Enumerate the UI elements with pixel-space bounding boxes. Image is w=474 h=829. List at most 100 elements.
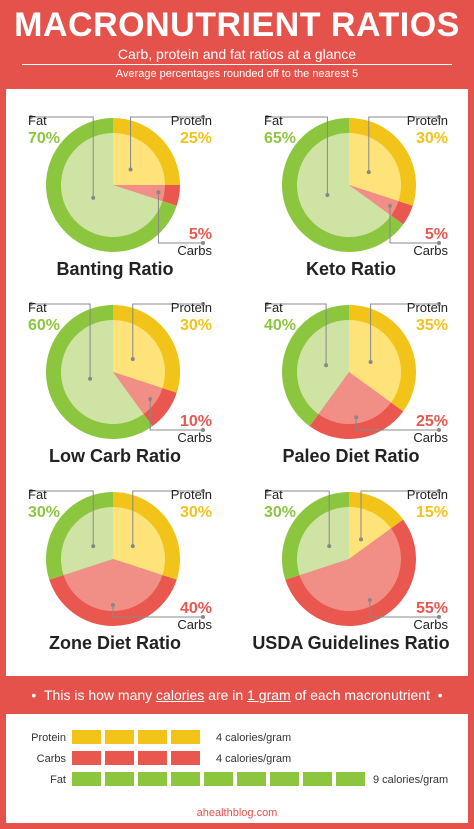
pie-inner-protein [349, 507, 392, 559]
protein-anchor-dot [368, 360, 373, 365]
protein-anchor-dot [128, 167, 133, 172]
calorie-block [237, 772, 266, 786]
pie-inner-carbs [318, 372, 392, 424]
protein-leader-dot [437, 489, 441, 493]
carbs-label: Carbs [413, 617, 448, 632]
fat-value: 40% [264, 317, 296, 334]
pie-title: Keto Ratio [306, 259, 396, 279]
pie-inner-protein [113, 133, 165, 185]
fat-leader-dot [265, 489, 269, 493]
carbs-label: Carbs [177, 243, 212, 258]
fat-leader-line [267, 303, 327, 366]
fat-anchor-dot [324, 363, 329, 368]
banner-text-pre: This is how many [44, 687, 157, 703]
protein-anchor-dot [130, 357, 135, 362]
protein-value: 15% [416, 504, 448, 521]
fat-leader-dot [29, 489, 33, 493]
carbs-anchor-dot [156, 190, 161, 195]
bar-category-label: Fat [50, 774, 66, 786]
fat-label: Fat [28, 113, 47, 128]
carbs-value: 5% [189, 226, 212, 243]
bar-category-label: Carbs [37, 753, 67, 765]
pie-inner-fat [61, 133, 163, 237]
fat-leader-dot [265, 115, 269, 119]
protein-label: Protein [171, 487, 212, 502]
carbs-value: 25% [416, 413, 448, 430]
page-subtitle: Carb, protein and fat ratios at a glance [117, 46, 357, 62]
carbs-anchor-dot [367, 597, 372, 602]
banner-text-mid: are in [204, 687, 248, 703]
pie-title: Zone Diet Ratio [49, 633, 181, 653]
carbs-leader-line [355, 417, 439, 431]
calorie-block [72, 730, 101, 744]
pie-inner-fat [60, 507, 113, 576]
protein-leader-line [368, 116, 439, 173]
fat-leader-line [267, 116, 328, 195]
fat-anchor-dot [91, 195, 96, 200]
banner-calories: calories [156, 687, 205, 703]
carbs-anchor-dot [111, 603, 115, 607]
fat-value: 60% [28, 317, 60, 334]
protein-leader-line [370, 303, 439, 363]
protein-leader-line [360, 490, 439, 540]
bar-category-label: Protein [31, 732, 66, 744]
calorie-block [138, 730, 167, 744]
bar-value-label: 4 calories/gram [216, 732, 291, 744]
carbs-leader-dot [201, 241, 205, 245]
carbs-leader-line [157, 192, 203, 244]
protein-value: 30% [416, 130, 448, 147]
header-divider [22, 64, 452, 65]
pie-inner-fat [60, 320, 144, 425]
calorie-block [270, 772, 299, 786]
protein-label: Protein [171, 113, 212, 128]
pie-inner-protein [113, 320, 165, 389]
pie-title: Low Carb Ratio [49, 446, 181, 466]
calorie-block [72, 772, 101, 786]
protein-label: Protein [407, 300, 448, 315]
carbs-leader-dot [437, 615, 441, 619]
protein-leader-dot [201, 302, 205, 306]
protein-label: Protein [407, 113, 448, 128]
carbs-label: Carbs [177, 617, 212, 632]
carbs-label: Carbs [177, 430, 212, 445]
pie-chart: Fat 65% Protein 30% 5%Carbs Keto Ratio [264, 113, 448, 279]
fat-value: 30% [28, 504, 60, 521]
protein-leader-dot [201, 115, 205, 119]
pie-inner-protein [113, 507, 165, 576]
protein-label: Protein [171, 300, 212, 315]
protein-value: 30% [180, 504, 212, 521]
fat-label: Fat [264, 487, 283, 502]
carbs-value: 40% [180, 600, 212, 617]
protein-value: 25% [180, 130, 212, 147]
pie-title: USDA Guidelines Ratio [252, 633, 449, 653]
fat-label: Fat [264, 113, 283, 128]
fat-leader-dot [29, 302, 33, 306]
banner-bullet-right: • [437, 687, 443, 703]
page-title: MACRONUTRIENT RATIOS [14, 6, 460, 44]
carbs-leader-dot [201, 615, 205, 619]
pie-charts-panel: Fat 70% Protein 25% 5% Carbs Banting Ratio Fat 6… [6, 89, 468, 676]
carbs-leader-line [149, 399, 203, 431]
pie-inner-carbs [113, 185, 165, 202]
calorie-block [171, 772, 200, 786]
pie-inner-fat [297, 133, 392, 237]
protein-leader-line [130, 116, 203, 170]
protein-value: 30% [180, 317, 212, 334]
pie-title: Paleo Diet Ratio [282, 446, 419, 466]
carbs-leader-line [112, 605, 203, 618]
fat-leader-dot [265, 302, 269, 306]
calorie-block [138, 772, 167, 786]
protein-leader-line [132, 490, 203, 547]
calorie-block [303, 772, 332, 786]
carbs-leader-line [369, 599, 439, 618]
carbs-value: 55% [416, 600, 448, 617]
calorie-block [171, 751, 200, 765]
carbs-leader-line [389, 205, 439, 244]
calorie-block [138, 751, 167, 765]
fat-value: 30% [264, 504, 296, 521]
pie-inner-carbs [299, 528, 402, 612]
fat-leader-line [31, 116, 94, 198]
protein-label: Protein [407, 487, 448, 502]
pie-inner-carbs [63, 559, 163, 612]
